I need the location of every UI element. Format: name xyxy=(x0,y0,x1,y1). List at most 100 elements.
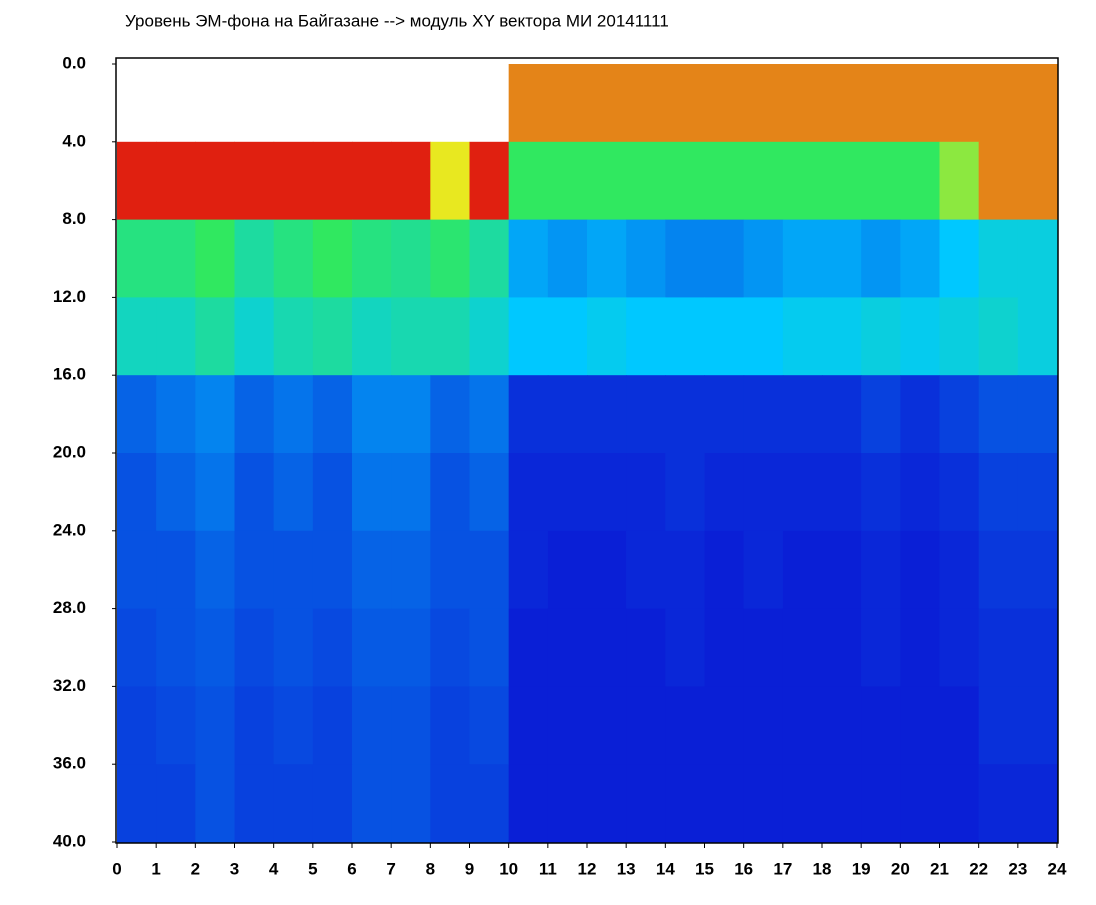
heat-cell xyxy=(1017,686,1058,765)
heat-cell xyxy=(587,530,627,610)
heat-cell xyxy=(861,764,901,843)
heat-cell xyxy=(352,64,392,143)
y-tick-label: 32.0 xyxy=(53,676,86,695)
heat-cell xyxy=(195,530,235,610)
heat-cell xyxy=(273,297,314,376)
heat-cell xyxy=(1017,297,1058,376)
heat-cell xyxy=(665,64,705,143)
heat-cell xyxy=(704,453,745,532)
heat-cell xyxy=(312,64,353,143)
heat-cell xyxy=(547,686,588,765)
x-tick-label: 7 xyxy=(386,859,395,878)
heat-cell xyxy=(234,608,275,687)
heat-cell xyxy=(587,141,627,221)
heat-cell xyxy=(939,64,980,143)
heat-cell xyxy=(861,219,901,298)
heat-cell xyxy=(743,764,784,843)
heat-cell xyxy=(665,141,705,221)
heat-cell xyxy=(273,608,314,687)
heat-cell xyxy=(547,141,588,221)
heat-cell xyxy=(626,64,666,143)
heat-cell xyxy=(195,764,235,843)
heat-cell xyxy=(508,608,549,687)
heat-cell xyxy=(156,141,196,221)
y-tick-label: 24.0 xyxy=(53,520,86,539)
x-tick-label: 2 xyxy=(191,859,200,878)
heat-cell xyxy=(547,64,588,143)
heat-cell xyxy=(939,686,980,765)
heat-cell xyxy=(156,297,196,376)
heat-cell xyxy=(117,453,157,532)
heat-cell xyxy=(234,375,275,454)
heat-cell xyxy=(939,530,980,610)
heat-cell xyxy=(156,686,196,765)
heat-cell xyxy=(704,764,745,843)
heat-cell xyxy=(352,530,392,610)
heat-cell xyxy=(195,686,235,765)
heat-cell xyxy=(469,375,510,454)
heat-cell xyxy=(391,64,431,143)
heat-cell xyxy=(234,764,275,843)
x-tick-label: 4 xyxy=(269,859,279,878)
heat-cell xyxy=(508,219,549,298)
heat-cell xyxy=(234,64,275,143)
heat-cell xyxy=(626,764,666,843)
x-tick-label: 19 xyxy=(852,859,871,878)
heat-cell xyxy=(312,686,353,765)
heat-cell xyxy=(234,686,275,765)
heat-cell xyxy=(117,686,157,765)
heat-cell xyxy=(547,453,588,532)
heat-cell xyxy=(704,297,745,376)
heat-cell xyxy=(743,219,784,298)
heat-cell xyxy=(861,141,901,221)
heat-cell xyxy=(234,141,275,221)
heat-cell xyxy=(508,530,549,610)
heat-cell xyxy=(704,141,745,221)
heat-cell xyxy=(822,530,862,610)
heat-cell xyxy=(978,453,1019,532)
heat-cell xyxy=(704,375,745,454)
heat-cell xyxy=(743,141,784,221)
heat-cell xyxy=(861,530,901,610)
heat-cell xyxy=(391,530,431,610)
heat-cell xyxy=(234,530,275,610)
heat-cell xyxy=(822,686,862,765)
heat-cell xyxy=(156,219,196,298)
heat-cell xyxy=(665,530,705,610)
x-tick-label: 20 xyxy=(891,859,910,878)
y-tick-label: 16.0 xyxy=(53,365,86,384)
heat-cell xyxy=(508,453,549,532)
heat-cell xyxy=(587,453,627,532)
heat-cell xyxy=(782,530,823,610)
y-tick-label: 28.0 xyxy=(53,598,86,617)
heat-cell xyxy=(587,608,627,687)
heat-cell xyxy=(273,764,314,843)
chart-title: Уровень ЭМ-фона на Байгазане --> модуль … xyxy=(125,11,669,30)
heat-cell xyxy=(1017,764,1058,843)
heat-cell xyxy=(508,64,549,143)
heat-cell xyxy=(430,530,470,610)
heat-cell xyxy=(391,608,431,687)
x-tick-label: 12 xyxy=(578,859,597,878)
heat-cell xyxy=(1017,453,1058,532)
heat-cell xyxy=(861,453,901,532)
x-tick-label: 10 xyxy=(499,859,518,878)
heat-cell xyxy=(469,608,510,687)
heat-cell xyxy=(195,64,235,143)
heat-cell xyxy=(978,608,1019,687)
heat-cell xyxy=(743,297,784,376)
heat-cell xyxy=(430,141,470,221)
x-tick-label: 5 xyxy=(308,859,317,878)
x-tick-label: 23 xyxy=(1008,859,1027,878)
heat-cell xyxy=(822,764,862,843)
heat-cell xyxy=(665,764,705,843)
heat-cell xyxy=(1017,530,1058,610)
heat-cell xyxy=(430,764,470,843)
heat-cell xyxy=(508,375,549,454)
heat-cell xyxy=(587,686,627,765)
heat-cell xyxy=(1017,608,1058,687)
heat-cell xyxy=(900,297,940,376)
x-tick-label: 14 xyxy=(656,859,675,878)
heat-cell xyxy=(469,219,510,298)
y-tick-label: 36.0 xyxy=(53,754,86,773)
